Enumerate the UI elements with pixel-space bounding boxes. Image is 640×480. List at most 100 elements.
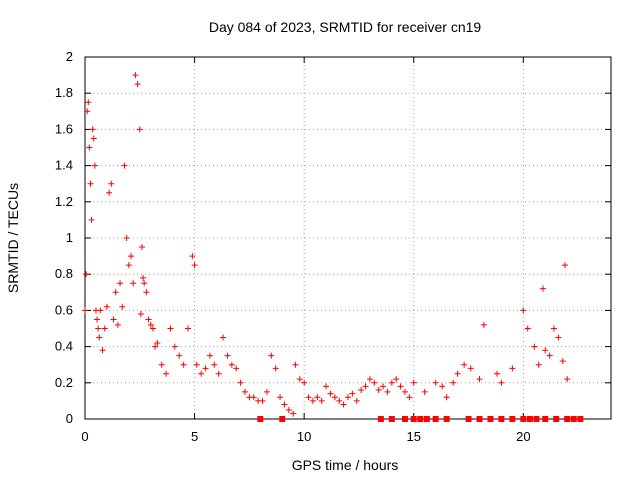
- data-point: [476, 376, 483, 383]
- data-point: [349, 390, 356, 397]
- chart-title: Day 084 of 2023, SRMTID for receiver cn1…: [209, 19, 482, 35]
- zero-point: [432, 416, 439, 422]
- data-point: [410, 379, 417, 386]
- data-point: [114, 321, 121, 328]
- data-point: [220, 334, 227, 341]
- data-point: [546, 352, 553, 359]
- zero-point: [533, 416, 540, 422]
- zero-point: [520, 416, 527, 422]
- data-point: [340, 401, 347, 408]
- data-point: [90, 135, 97, 142]
- zero-point: [423, 416, 430, 422]
- data-point: [498, 379, 505, 386]
- data-point: [96, 334, 103, 341]
- data-point: [132, 72, 139, 79]
- data-point: [292, 361, 299, 368]
- data-point: [531, 343, 538, 350]
- data-point: [388, 379, 395, 386]
- data-point: [191, 262, 198, 269]
- data-point: [152, 343, 159, 350]
- data-point: [163, 370, 170, 377]
- zero-point: [487, 416, 494, 422]
- data-point: [130, 280, 137, 287]
- data-point: [520, 307, 527, 314]
- data-point: [128, 253, 135, 260]
- data-point: [121, 162, 128, 169]
- data-point: [108, 180, 115, 187]
- data-point: [158, 361, 165, 368]
- data-point: [281, 401, 288, 408]
- zero-point: [465, 416, 472, 422]
- data-point: [524, 325, 531, 332]
- data-point: [353, 397, 360, 404]
- zero-point: [526, 416, 533, 422]
- data-point: [87, 180, 94, 187]
- zero-point: [257, 416, 264, 422]
- data-point: [112, 289, 119, 296]
- data-point: [542, 347, 549, 354]
- y-tick-label: 1.4: [55, 158, 73, 173]
- data-point: [432, 379, 439, 386]
- data-point: [406, 394, 413, 401]
- y-tick-label: 0.4: [55, 339, 73, 354]
- data-point: [117, 280, 124, 287]
- zero-point: [443, 416, 450, 422]
- data-point: [171, 343, 178, 350]
- data-point: [89, 126, 96, 133]
- data-point: [421, 388, 428, 395]
- data-point: [268, 352, 275, 359]
- data-point: [461, 361, 468, 368]
- data-point: [401, 388, 408, 395]
- data-point: [237, 379, 244, 386]
- zero-point: [401, 416, 408, 422]
- data-point: [318, 397, 325, 404]
- data-point: [228, 361, 235, 368]
- data-point: [443, 394, 450, 401]
- data-point: [106, 189, 113, 196]
- data-point: [147, 321, 154, 328]
- data-point: [198, 370, 205, 377]
- zero-point: [570, 416, 577, 422]
- data-point: [189, 253, 196, 260]
- zero-point: [476, 416, 483, 422]
- y-tick-label: 0.2: [55, 375, 73, 390]
- data-point: [86, 144, 93, 151]
- zero-point: [542, 416, 549, 422]
- y-tick-label: 1.8: [55, 85, 73, 100]
- data-point: [336, 397, 343, 404]
- y-tick-label: 1: [66, 230, 73, 245]
- zero-point: [410, 416, 417, 422]
- data-point: [94, 316, 101, 323]
- data-point: [380, 383, 387, 390]
- data-point: [540, 285, 547, 292]
- data-point: [393, 376, 400, 383]
- data-point: [450, 379, 457, 386]
- data-point: [301, 379, 308, 386]
- data-point: [83, 271, 90, 278]
- data-point: [375, 387, 382, 394]
- data-point: [259, 397, 266, 404]
- data-point: [91, 162, 98, 169]
- data-point: [99, 347, 106, 354]
- data-points: [82, 72, 584, 422]
- data-point: [110, 316, 117, 323]
- data-point: [125, 262, 132, 269]
- x-tick-label: 20: [516, 429, 530, 444]
- y-axis-label: SRMTID / TECUs: [5, 183, 21, 293]
- x-tick-label: 15: [407, 429, 421, 444]
- zero-point: [377, 416, 384, 422]
- data-point: [454, 370, 461, 377]
- zero-point: [279, 416, 286, 422]
- data-point: [323, 383, 330, 390]
- data-point: [285, 406, 292, 413]
- data-point: [154, 339, 161, 346]
- data-point: [439, 383, 446, 390]
- zero-point: [388, 416, 395, 422]
- data-point: [263, 388, 270, 395]
- data-point: [95, 325, 102, 332]
- data-point: [509, 365, 516, 372]
- x-tick-label: 0: [81, 429, 88, 444]
- zero-point: [553, 416, 560, 422]
- data-point: [559, 358, 566, 365]
- data-point: [535, 361, 542, 368]
